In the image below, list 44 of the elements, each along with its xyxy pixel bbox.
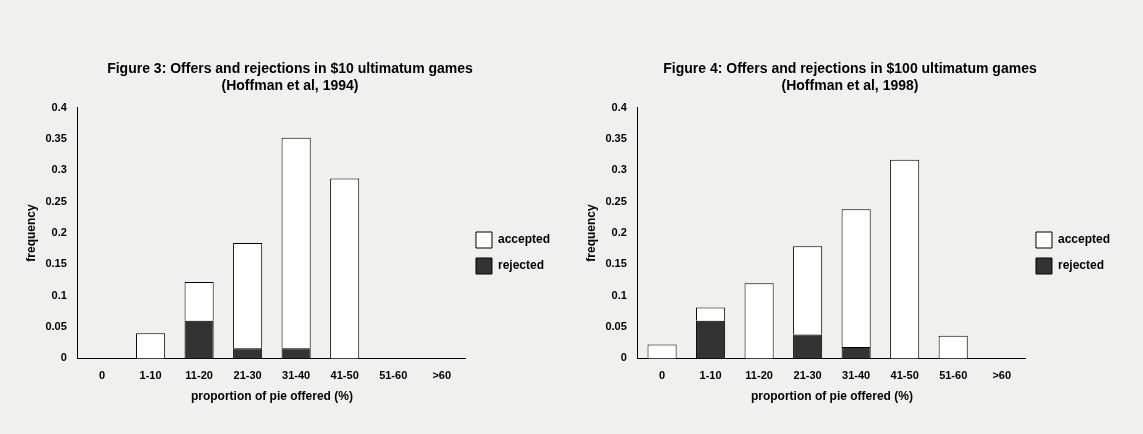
x-tick-label: 21-30 bbox=[793, 369, 822, 382]
y-tick-label: 0.35 bbox=[605, 131, 627, 144]
legend-label: rejected bbox=[497, 258, 545, 273]
x-tick-label: 0 bbox=[659, 369, 666, 382]
x-tick-label: 41-50 bbox=[330, 369, 359, 382]
y-tick-label: 0.15 bbox=[45, 257, 67, 270]
chart-title: Figure 4: Offers and rejections in $100 ultimatum games (Hoffman et al, 1998) bbox=[662, 60, 1038, 94]
y-tick-label: 0.25 bbox=[45, 194, 67, 207]
x-tick-label: 1-10 bbox=[699, 369, 722, 382]
y-tick-label: 0.05 bbox=[605, 320, 627, 333]
legend-label: accepted bbox=[1057, 232, 1111, 247]
x-tick-label: 21-30 bbox=[233, 369, 262, 382]
x-tick-label: 51-60 bbox=[939, 369, 968, 382]
chart-title: Figure 3: Offers and rejections in $10 ultimatum games (Hoffman et al, 1994) bbox=[106, 60, 474, 94]
x-axis-title: proportion of pie offered (%) bbox=[190, 389, 353, 404]
y-tick-label: 0 bbox=[620, 351, 627, 364]
y-tick-label: 0.2 bbox=[611, 226, 627, 239]
x-tick-label: 0 bbox=[99, 369, 106, 382]
y-tick-label: 0.15 bbox=[605, 257, 627, 270]
y-tick-label: 0 bbox=[60, 351, 67, 364]
x-tick-label: 11-20 bbox=[745, 369, 773, 382]
y-tick-label: 0.25 bbox=[605, 194, 627, 207]
y-axis-title: frequency bbox=[583, 204, 598, 262]
y-tick-label: 0.05 bbox=[45, 320, 67, 333]
y-tick-label: 0.1 bbox=[611, 288, 627, 301]
y-tick-label: 0.1 bbox=[51, 288, 67, 301]
y-tick-label: 0.3 bbox=[611, 163, 627, 176]
x-tick-label: 41-50 bbox=[890, 369, 919, 382]
legend-label: accepted bbox=[497, 232, 551, 247]
x-axis-title: proportion of pie offered (%) bbox=[750, 389, 913, 404]
x-tick-label: 51-60 bbox=[379, 369, 408, 382]
y-tick-label: 0.3 bbox=[51, 163, 67, 176]
y-tick-label: 0.4 bbox=[611, 100, 628, 113]
x-tick-label: 31-40 bbox=[842, 369, 871, 382]
y-tick-label: 0.4 bbox=[51, 100, 68, 113]
x-tick-label: 11-20 bbox=[185, 369, 213, 382]
legend-label: rejected bbox=[1057, 258, 1105, 273]
y-tick-label: 0.2 bbox=[51, 226, 67, 239]
x-tick-label: >60 bbox=[432, 369, 452, 382]
x-tick-label: >60 bbox=[992, 369, 1012, 382]
x-tick-label: 31-40 bbox=[282, 369, 311, 382]
y-axis-title: frequency bbox=[23, 204, 38, 262]
y-tick-label: 0.35 bbox=[45, 131, 67, 144]
x-tick-label: 1-10 bbox=[139, 369, 162, 382]
